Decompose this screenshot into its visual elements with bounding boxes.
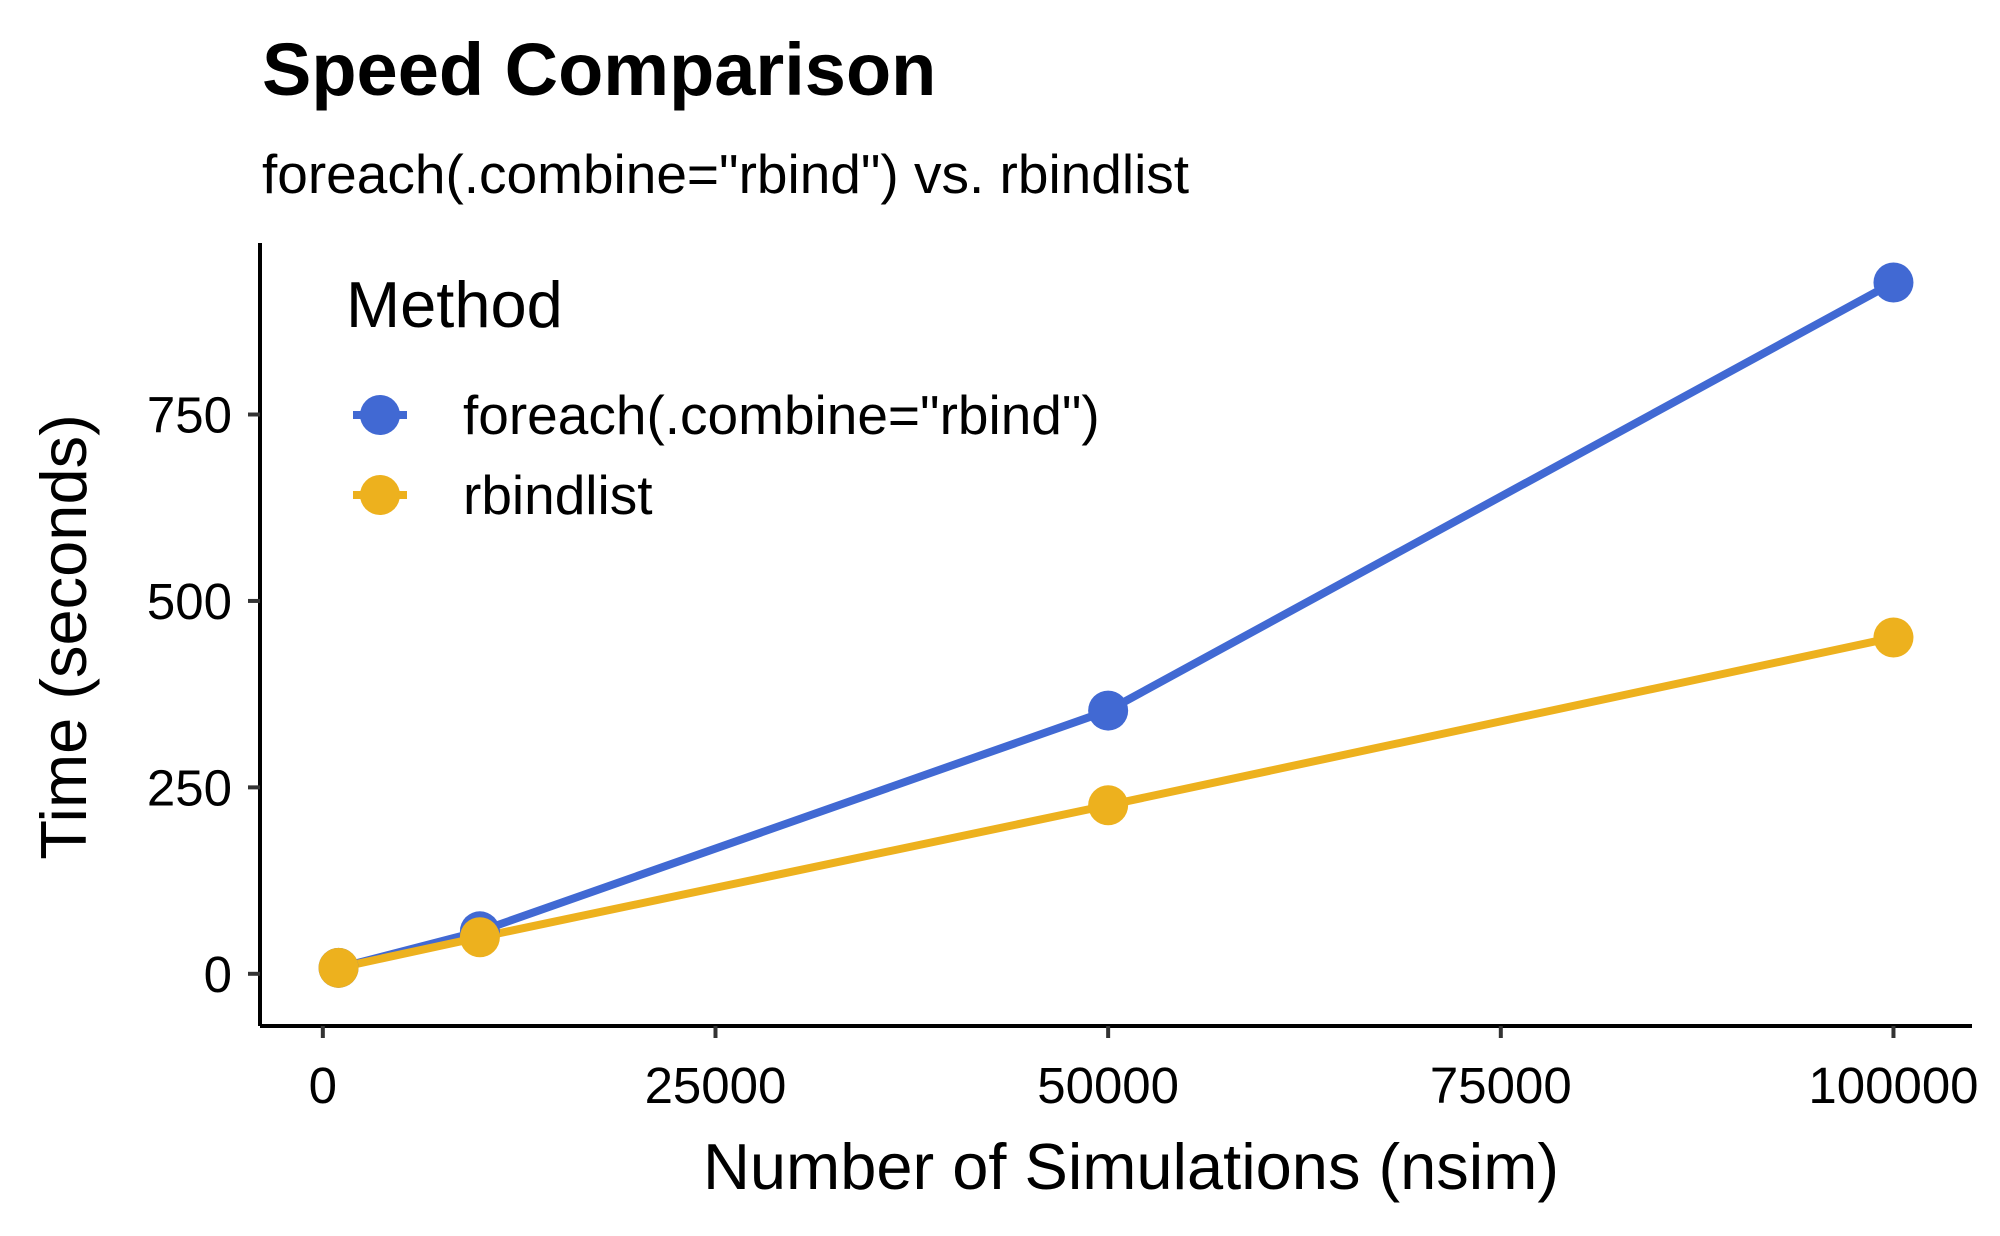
legend-title: Method (346, 268, 563, 341)
series-line-2 (337, 633, 1895, 972)
x-tick-label: 75000 (1430, 1057, 1572, 1114)
series-1-point (1873, 262, 1914, 303)
series-layer (318, 262, 1914, 988)
series-2-point (318, 947, 359, 988)
series-2-point (459, 917, 500, 958)
chart-subtitle: foreach(.combine="rbind") vs. rbindlist (262, 143, 1189, 205)
y-axis-title: Time (seconds) (27, 414, 100, 859)
x-axis-title: Number of Simulations (nsim) (703, 1130, 1559, 1203)
x-tick-label: 25000 (645, 1057, 787, 1114)
x-axis-ticks: 0 25000 50000 75000 100000 (309, 1026, 1979, 1114)
chart-title: Speed Comparison (262, 28, 936, 111)
x-tick-label: 0 (309, 1057, 337, 1114)
y-tick-label: 500 (147, 573, 232, 630)
legend-key-point (360, 395, 400, 435)
y-tick-label: 750 (147, 387, 232, 444)
legend-label: foreach(.combine="rbind") (463, 384, 1100, 446)
legend-key-point (360, 475, 400, 515)
legend-label: rbindlist (463, 464, 653, 526)
y-axis-ticks: 0 250 500 750 (147, 387, 260, 1003)
y-tick-label: 0 (204, 946, 232, 1003)
axes (258, 243, 1972, 1028)
legend: Method foreach(.combine="rbind") rbindlist (346, 268, 1100, 526)
x-tick-label: 50000 (1037, 1057, 1179, 1114)
y-tick-label: 250 (147, 759, 232, 816)
x-tick-label: 100000 (1808, 1057, 1978, 1114)
series-2-point (1088, 785, 1129, 826)
series-1-point (1088, 690, 1129, 731)
series-2-point (1873, 617, 1914, 658)
